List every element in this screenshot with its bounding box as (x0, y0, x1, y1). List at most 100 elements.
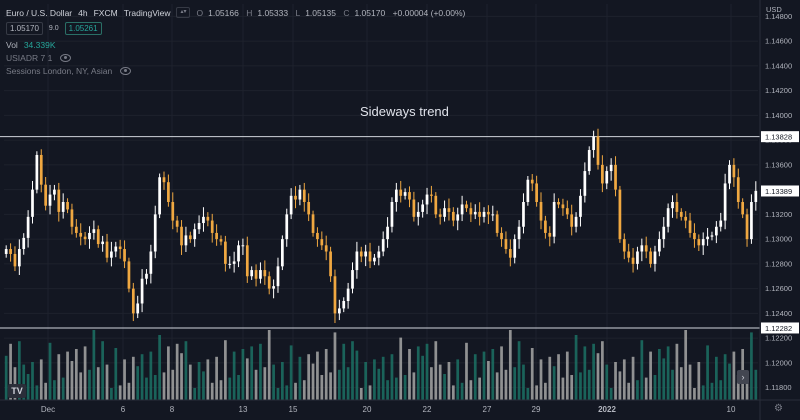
candle-body (714, 226, 718, 236)
volume-value: 34.339K (23, 39, 56, 50)
candle-body (9, 249, 12, 254)
date-tick-label: 6 (121, 405, 126, 414)
volume-bar (188, 364, 192, 400)
candle-body (364, 251, 368, 257)
candle-body (741, 202, 745, 215)
candle-body (394, 189, 398, 202)
candle-body (565, 208, 569, 215)
volume-bar (535, 385, 538, 400)
gear-icon[interactable]: ⚙ (774, 403, 783, 414)
volume-bar (465, 342, 468, 400)
candle-body (61, 202, 65, 212)
price-tick-label: 1.12000 (765, 358, 792, 367)
level-price-label: 1.12282 (765, 324, 792, 333)
volume-bar (513, 367, 517, 400)
volume-bar (149, 351, 153, 400)
chart-annotation[interactable]: Sideways trend (360, 104, 449, 119)
candle-body (618, 189, 622, 240)
tradingview-logo-icon[interactable]: TV (8, 384, 26, 398)
volume-bar (451, 385, 455, 400)
candle-body (215, 232, 218, 240)
candle-body (596, 136, 600, 165)
candle-body (377, 251, 381, 258)
volume-bar (381, 356, 385, 400)
volume-bar (710, 382, 714, 400)
high-value: 1.05333 (257, 7, 289, 18)
candle-body (662, 226, 666, 240)
candle-body (693, 232, 696, 240)
interval-label[interactable]: 4h (78, 7, 88, 18)
price-tick-label: 1.11800 (765, 383, 792, 392)
volume-bar (386, 380, 389, 400)
volume-bar (281, 362, 284, 400)
low-value: 1.05135 (305, 7, 336, 18)
date-tick-label: 13 (239, 405, 248, 414)
volume-bar (728, 363, 731, 400)
candle-body (447, 208, 451, 212)
volume-bar (79, 372, 83, 400)
volume-bar (627, 382, 631, 400)
eye-icon[interactable] (120, 66, 132, 75)
volume-bar (158, 335, 161, 400)
candle-body (456, 214, 460, 221)
exchange-label: FXCM (93, 7, 118, 18)
candle-body (114, 246, 118, 252)
candle-body (70, 209, 74, 227)
indicator-label[interactable]: USIADR 7 1 (6, 52, 53, 63)
candle-body (421, 204, 425, 212)
candle-body (202, 216, 205, 224)
volume-bar (215, 356, 218, 400)
candle-body (412, 199, 416, 217)
candle-body (701, 239, 705, 246)
candle-body (294, 195, 297, 200)
volume-bar (342, 343, 346, 400)
candle-body (671, 202, 674, 209)
candle-body (443, 208, 446, 217)
sell-price-button[interactable]: 1.05170 (6, 22, 43, 35)
candle-body (53, 189, 56, 195)
collapse-legend-icon[interactable]: ▴▾ (176, 7, 191, 18)
volume-bar (570, 375, 574, 400)
volume-bar (736, 375, 740, 400)
candle-body (359, 251, 363, 257)
candle-body (48, 194, 52, 206)
candle-body (745, 214, 749, 240)
sessions-label[interactable]: Sessions London, NY, Asian (6, 65, 113, 76)
high-label: H (246, 7, 253, 18)
volume-label[interactable]: Vol (6, 39, 18, 50)
candle-body (66, 202, 69, 210)
symbol-name[interactable]: Euro / U.S. Dollar (6, 7, 73, 18)
candle-body (74, 226, 78, 233)
date-tick-label: 20 (363, 405, 372, 414)
price-tick-label: 1.13600 (765, 160, 792, 169)
candle-body (688, 220, 692, 233)
eye-icon[interactable] (60, 53, 72, 62)
candle-body (719, 220, 723, 227)
volume-bar (250, 346, 254, 400)
volume-bar (66, 351, 69, 400)
candle-body (583, 171, 587, 196)
volume-bar (127, 382, 131, 400)
volume-bar (118, 385, 122, 400)
candle-body (425, 194, 429, 205)
volume-bar (714, 356, 718, 400)
candle-body (728, 164, 731, 184)
volume-bar (193, 388, 197, 400)
volume-bar (430, 367, 433, 400)
candle-body (31, 189, 34, 217)
buy-price-button[interactable]: 1.05261 (64, 22, 102, 35)
close-value: 1.05170 (354, 7, 386, 18)
candle-body (487, 211, 490, 215)
scroll-right-icon[interactable]: › (737, 370, 749, 384)
time-axis[interactable]: Dec 6 8 13 15 20 22 27 29 2022 10 (0, 399, 800, 414)
candle-body (640, 245, 644, 252)
volume-bar (491, 349, 495, 400)
volume-bar (697, 362, 701, 400)
volume-bar (447, 362, 451, 400)
candle-body (26, 216, 30, 238)
candle-body (232, 261, 236, 264)
volume-bar (272, 364, 275, 400)
candle-body (184, 235, 188, 246)
